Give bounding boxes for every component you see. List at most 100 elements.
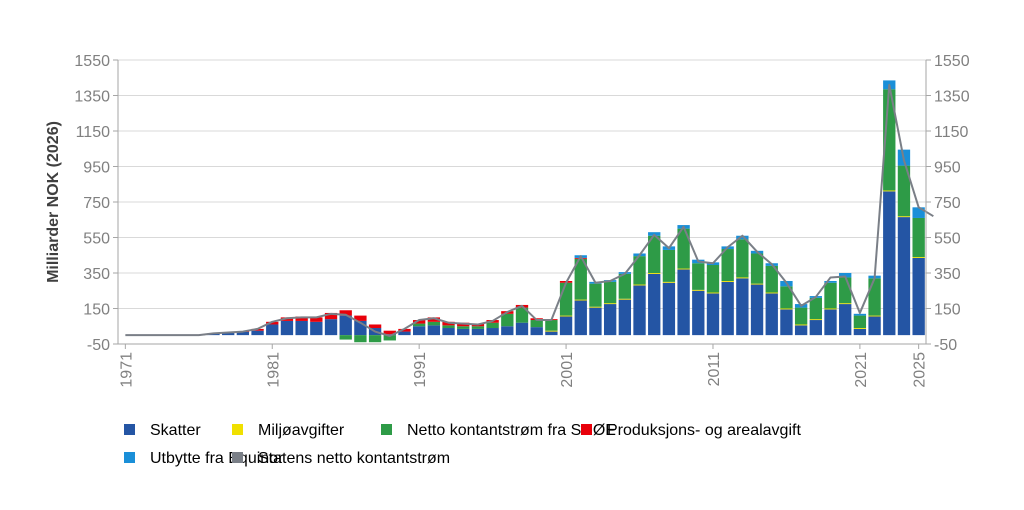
bar-segment: [266, 321, 279, 325]
bar-segment: [765, 292, 778, 294]
legend-label: Produksjons- og arealavgift: [607, 422, 801, 439]
bar-segment: [574, 257, 587, 259]
bar-segment: [794, 307, 808, 325]
bar-segment: [339, 315, 352, 336]
bar-segment: [530, 320, 543, 328]
bar-segment: [692, 263, 705, 290]
y-tick-label-left: 550: [83, 231, 110, 248]
bar-segment: [721, 249, 734, 281]
bar-segment: [398, 328, 411, 332]
y-tick-label-left: 1150: [76, 124, 111, 141]
x-tick-label: 2001: [559, 352, 576, 388]
bar-segment: [574, 299, 587, 301]
bar-segment: [912, 207, 925, 218]
bar-segment: [824, 282, 837, 309]
bar-segment: [266, 324, 279, 336]
bar-segment: [765, 293, 778, 336]
bar-segment: [706, 293, 720, 336]
x-tick-label: 1971: [118, 352, 135, 388]
y-tick-label-left: 350: [83, 266, 110, 283]
bar-segment: [427, 321, 441, 326]
legend-swatch: [581, 424, 592, 435]
y-tick-label-left: 950: [83, 160, 110, 177]
bar-segment: [383, 335, 396, 341]
bar-segment: [662, 249, 676, 282]
bar-segment: [324, 312, 338, 320]
x-tick-label: 1991: [412, 352, 429, 388]
bar-segment: [368, 324, 382, 329]
bar-segment: [853, 313, 867, 316]
y-axis-title: Milliarder NOK (2026): [45, 121, 62, 283]
bar-segment: [692, 290, 705, 336]
bar-segment: [574, 300, 587, 336]
bar-segment: [912, 257, 925, 258]
bar-segment: [662, 282, 676, 336]
bar-segment: [545, 330, 558, 332]
bar-segment: [559, 316, 573, 336]
bar-segment: [589, 283, 602, 307]
bar-segment: [222, 332, 235, 336]
y-tick-label-right: -50: [934, 337, 957, 354]
bar-segment: [780, 309, 793, 336]
bar-segment: [750, 253, 764, 284]
y-tick-label-left: 1550: [74, 53, 110, 70]
y-tick-label-left: -50: [87, 337, 110, 354]
bar-segment: [853, 328, 867, 329]
bar-segment: [354, 315, 367, 321]
bar-segment: [442, 328, 455, 336]
bar-segment: [912, 217, 925, 258]
bar-segment: [780, 308, 793, 310]
bar-segment: [692, 289, 705, 291]
bar-segment: [677, 228, 690, 269]
bar-segment: [574, 258, 587, 300]
bar-segment: [603, 281, 617, 304]
legend-label: Netto kontantstrøm fra SDØE: [407, 422, 616, 439]
bar-segment: [383, 334, 396, 336]
bar-segment: [501, 326, 514, 336]
bar-segment: [236, 331, 250, 336]
bar-segment: [853, 315, 867, 329]
bar-segment: [809, 320, 822, 336]
bar-segment: [897, 217, 911, 336]
bar-segment: [765, 265, 778, 293]
bar-segment: [648, 273, 661, 274]
bar-segment: [721, 281, 734, 336]
bar-segment: [750, 283, 764, 285]
bar-segment: [324, 319, 338, 336]
bar-segment: [677, 269, 690, 336]
bar-segment: [780, 286, 793, 309]
bar-segment: [589, 306, 602, 308]
bar-segment: [501, 313, 514, 327]
bar-segment: [310, 321, 323, 336]
net-cashflow-polyline: [125, 83, 934, 338]
y-tick-label-right: 950: [934, 160, 961, 177]
bar-segment: [545, 320, 558, 331]
bar-segment: [897, 165, 911, 217]
legend-label: Statens netto kontantstrøm: [258, 450, 450, 467]
bar-segment: [662, 281, 676, 283]
y-tick-label-right: 1150: [934, 124, 969, 141]
bar-segment: [339, 310, 352, 316]
bar-segment: [868, 278, 881, 316]
y-tick-label-right: 1350: [934, 89, 970, 106]
bar-segment: [839, 277, 852, 304]
bar-segment: [633, 256, 646, 285]
bar-segment: [251, 330, 264, 336]
bar-segment: [383, 330, 396, 335]
bar-segment: [824, 308, 837, 310]
bar-segment: [559, 315, 573, 317]
bar-segment: [339, 335, 352, 340]
bar-segment: [736, 235, 749, 240]
legend-label: Skatter: [150, 422, 201, 439]
y-tick-label-right: 150: [934, 302, 961, 319]
y-tick-label-right: 350: [934, 266, 961, 283]
bar-segment: [427, 325, 441, 336]
legend-swatch: [124, 424, 135, 435]
bar-segment: [809, 319, 822, 321]
net-cashflow-line: [125, 83, 934, 338]
y-tick-label-left: 750: [83, 195, 110, 212]
bar-segment: [589, 307, 602, 336]
bar-segment: [618, 273, 632, 299]
bar-segment: [618, 298, 632, 300]
bar-segment: [633, 285, 646, 336]
